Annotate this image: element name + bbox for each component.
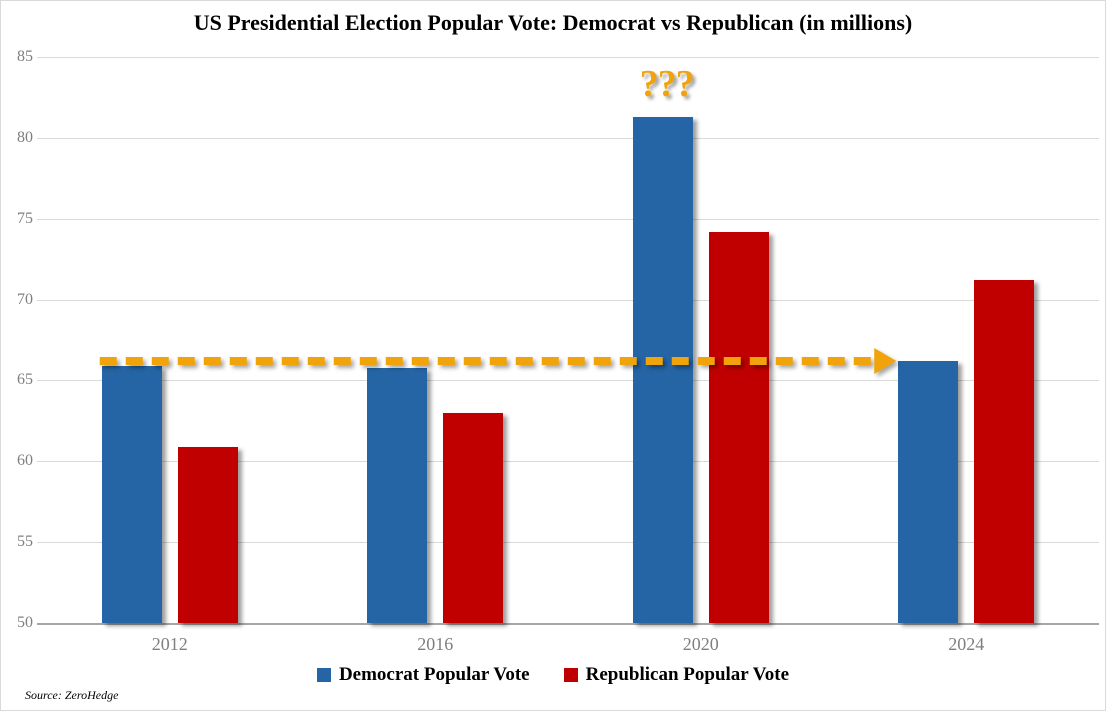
bar-democrat-2016 — [367, 367, 428, 623]
gridline-75 — [37, 218, 1099, 220]
bar-republican-2016 — [443, 412, 504, 623]
gridline-60 — [37, 461, 1099, 463]
gridline-55 — [37, 542, 1099, 544]
source-credit: Source: ZeroHedge — [25, 688, 119, 702]
gridline-85 — [37, 57, 1099, 58]
bar-republican-2012 — [177, 446, 238, 623]
y-axis-label-55: 55 — [17, 533, 33, 551]
gridline-80 — [37, 137, 1099, 139]
republican-legend-label: Republican Popular Vote — [585, 664, 790, 685]
y-axis-label-60: 60 — [17, 452, 33, 470]
gridline-65 — [37, 380, 1099, 382]
republican-legend-swatch — [563, 668, 578, 682]
democrat-legend-swatch — [316, 668, 331, 682]
y-axis-label-75: 75 — [17, 209, 33, 227]
bar-democrat-2012 — [101, 365, 162, 623]
question-marks-annotation: ??? — [639, 63, 695, 105]
chart-title: US Presidential Election Popular Vote: D… — [193, 10, 913, 35]
plot-area — [37, 57, 1099, 625]
x-axis-label-2024: 2024 — [948, 634, 985, 654]
bar-democrat-2020 — [632, 116, 693, 623]
y-axis-label-80: 80 — [17, 128, 33, 146]
bar-republican-2024 — [974, 280, 1035, 623]
y-axis-label-65: 65 — [17, 371, 33, 389]
y-axis-label-70: 70 — [17, 290, 33, 308]
bar-republican-2020 — [708, 231, 769, 623]
y-axis-label-85: 85 — [17, 48, 33, 65]
legend-item-republican: Republican Popular Vote — [563, 664, 790, 686]
gridline-70 — [37, 299, 1099, 301]
x-axis-label-2020: 2020 — [682, 634, 719, 654]
democrat-legend-label: Democrat Popular Vote — [338, 664, 530, 685]
legend-item-democrat: Democrat Popular Vote — [316, 664, 530, 686]
x-axis-label-2016: 2016 — [417, 634, 454, 654]
y-axis-label-50: 50 — [17, 614, 33, 631]
chart-legend: Democrat Popular Vote Republican Popular… — [1, 664, 1105, 686]
bar-democrat-2024 — [898, 361, 959, 623]
x-axis-line — [37, 623, 1099, 625]
x-axis-label-2012: 2012 — [151, 634, 188, 654]
